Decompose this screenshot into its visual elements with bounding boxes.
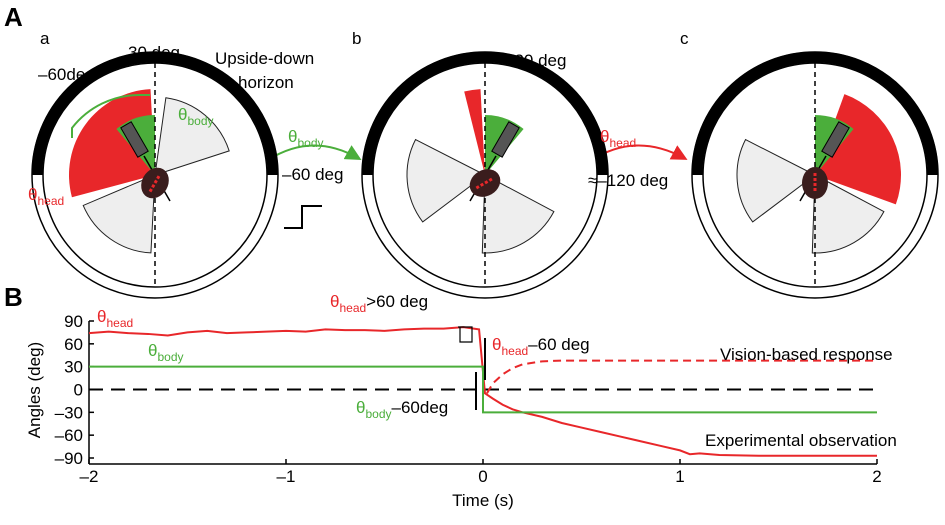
panel-label: B bbox=[4, 282, 23, 312]
subpanel-letter: c bbox=[680, 29, 689, 48]
annotation: –60deg bbox=[38, 65, 95, 84]
label-part: Upside-down bbox=[215, 49, 314, 68]
label-part: –60 deg bbox=[528, 335, 589, 354]
fly-body bbox=[821, 121, 850, 158]
y-tick-label: 90 bbox=[64, 312, 83, 331]
visual-pattern bbox=[736, 138, 816, 223]
subscript: body bbox=[157, 350, 183, 364]
label-part: Vision-based response bbox=[720, 345, 893, 364]
annotation: θhead bbox=[600, 127, 636, 150]
annotation: θbody bbox=[288, 127, 324, 150]
annotation: θhead>60 deg bbox=[330, 292, 428, 315]
label-part: θ bbox=[356, 398, 365, 417]
x-tick-label: –2 bbox=[80, 467, 99, 486]
head-sector bbox=[464, 89, 485, 175]
label-part: >60 deg bbox=[366, 292, 428, 311]
transition-arrow bbox=[267, 144, 362, 161]
x-tick-label: 1 bbox=[675, 467, 684, 486]
bracket bbox=[458, 326, 473, 343]
label-part: θ bbox=[97, 307, 106, 326]
y-axis-label: Angles (deg) bbox=[25, 342, 44, 438]
subscript: body bbox=[365, 407, 391, 421]
label-part: θ bbox=[288, 127, 297, 146]
panel-label: A bbox=[4, 2, 23, 32]
annotation: θbody bbox=[178, 105, 214, 128]
label-part: θ bbox=[492, 335, 501, 354]
chart-b: Angles (deg) Time (s) –90 –60 –30 0 30 60 90 –2… bbox=[25, 292, 897, 510]
annotation: –30 deg bbox=[505, 51, 566, 70]
annotation: 30 deg bbox=[128, 43, 180, 62]
subscript: body bbox=[297, 136, 323, 150]
subpanel-letter: a bbox=[40, 29, 50, 48]
y-tick-label: 30 bbox=[64, 358, 83, 377]
x-tick-label: –1 bbox=[277, 467, 296, 486]
range-bracket bbox=[71, 93, 150, 138]
annotation: θbody bbox=[148, 341, 184, 364]
annotation: Vision-based response bbox=[720, 345, 893, 364]
x-axis-label: Time (s) bbox=[452, 491, 514, 510]
series-line bbox=[89, 365, 877, 414]
step-symbol bbox=[284, 205, 322, 229]
label-part: θ bbox=[600, 127, 609, 146]
visual-pattern bbox=[154, 97, 230, 176]
horizon-band bbox=[31, 51, 279, 176]
label-part: –60 deg bbox=[282, 165, 343, 184]
label-part: θ bbox=[178, 105, 187, 124]
label-part: horizon bbox=[238, 73, 294, 92]
annotation: θbody–60deg bbox=[356, 398, 448, 421]
label-part: θ bbox=[148, 341, 157, 360]
y-tick-label: –30 bbox=[55, 403, 83, 422]
y-tick-label: 60 bbox=[64, 335, 83, 354]
series-line bbox=[88, 326, 877, 457]
y-tick-label: –90 bbox=[55, 449, 83, 468]
label-part: θ bbox=[28, 185, 37, 204]
label-part: ≈–120 deg bbox=[588, 171, 668, 190]
head-sector bbox=[69, 89, 155, 198]
fly-eye bbox=[148, 173, 162, 193]
visual-pattern bbox=[406, 138, 486, 223]
annotation: horizon bbox=[238, 73, 294, 92]
annotation: θhead bbox=[28, 185, 64, 208]
fly-body bbox=[491, 121, 520, 158]
y-tick-label: 0 bbox=[74, 381, 83, 400]
fly-body bbox=[120, 121, 149, 158]
label-part: –60deg bbox=[38, 65, 95, 84]
annotation: –60 deg bbox=[282, 165, 343, 184]
visual-pattern bbox=[82, 174, 156, 254]
x-tick-label: 2 bbox=[872, 467, 881, 486]
y-tick-label: –60 bbox=[55, 426, 83, 445]
subscript: head bbox=[501, 344, 528, 358]
subscript: body bbox=[187, 114, 213, 128]
annotation: θhead bbox=[97, 307, 133, 330]
x-tick-label: 0 bbox=[478, 467, 487, 486]
subscript: head bbox=[106, 316, 133, 330]
annotation: ≈–120 deg bbox=[588, 171, 668, 190]
diagrams: 30 deg–60degUpside-downhorizonθbodyθhead… bbox=[28, 43, 939, 299]
label-part: –60deg bbox=[392, 398, 449, 417]
subscript: head bbox=[339, 301, 366, 315]
visual-pattern bbox=[481, 174, 555, 254]
horizon-band bbox=[361, 51, 609, 176]
label-part: Experimental observation bbox=[705, 431, 897, 450]
fly-eye bbox=[475, 176, 495, 190]
subpanel-letter: b bbox=[352, 29, 361, 48]
visual-pattern bbox=[811, 174, 885, 254]
label-part: θ bbox=[330, 292, 339, 311]
series-line bbox=[486, 359, 877, 394]
label-part: –30 deg bbox=[505, 51, 566, 70]
annotation: Experimental observation bbox=[705, 431, 897, 450]
annotation: θhead–60 deg bbox=[492, 335, 590, 358]
annotation: Upside-down bbox=[215, 49, 314, 68]
subscript: head bbox=[37, 194, 64, 208]
subscript: head bbox=[609, 136, 636, 150]
horizon-band bbox=[691, 51, 939, 176]
label-part: 30 deg bbox=[128, 43, 180, 62]
